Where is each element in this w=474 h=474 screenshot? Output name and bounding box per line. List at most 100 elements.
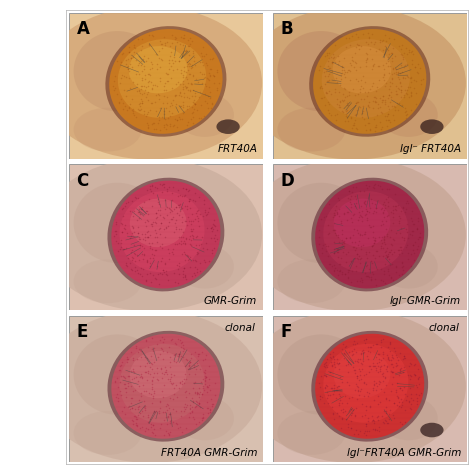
Point bbox=[183, 356, 191, 364]
Point bbox=[177, 237, 184, 245]
Point bbox=[346, 233, 354, 241]
Point bbox=[199, 356, 207, 364]
Point bbox=[337, 254, 345, 262]
Point bbox=[382, 407, 390, 415]
Point bbox=[367, 365, 375, 373]
Ellipse shape bbox=[277, 411, 346, 455]
Point bbox=[377, 363, 385, 370]
Point bbox=[357, 212, 365, 220]
Point bbox=[394, 73, 401, 81]
Point bbox=[388, 240, 395, 247]
Point bbox=[189, 108, 197, 116]
Point bbox=[144, 411, 152, 419]
Point bbox=[355, 356, 362, 363]
Point bbox=[194, 350, 202, 358]
Point bbox=[174, 352, 182, 360]
Point bbox=[372, 366, 380, 374]
Point bbox=[123, 354, 130, 361]
Point bbox=[330, 261, 337, 269]
Point bbox=[330, 246, 337, 253]
Point bbox=[161, 80, 168, 87]
Point bbox=[125, 74, 133, 82]
Point bbox=[354, 358, 362, 365]
Point bbox=[341, 93, 349, 100]
Point bbox=[384, 57, 392, 65]
Point bbox=[180, 184, 187, 192]
Point bbox=[326, 230, 333, 237]
Point bbox=[210, 217, 218, 224]
Point bbox=[189, 64, 196, 71]
Point bbox=[116, 362, 124, 369]
Point bbox=[382, 247, 390, 255]
Point bbox=[356, 428, 363, 435]
Point bbox=[374, 181, 382, 189]
Point bbox=[185, 413, 192, 420]
Text: lgl⁻FRT40A GMR-Grim: lgl⁻FRT40A GMR-Grim bbox=[346, 448, 461, 458]
Point bbox=[189, 217, 197, 225]
Point bbox=[380, 362, 387, 369]
Point bbox=[112, 237, 120, 245]
Point bbox=[361, 115, 368, 122]
Point bbox=[145, 227, 152, 235]
Point bbox=[330, 53, 337, 61]
Point bbox=[370, 207, 377, 215]
Point bbox=[407, 251, 414, 258]
Point bbox=[341, 239, 348, 247]
Point bbox=[140, 107, 148, 114]
Point bbox=[399, 250, 406, 257]
Point bbox=[150, 254, 157, 262]
Point bbox=[166, 358, 173, 366]
Ellipse shape bbox=[38, 6, 262, 160]
Point bbox=[160, 226, 168, 233]
Point bbox=[406, 375, 414, 383]
Point bbox=[344, 423, 352, 430]
Point bbox=[370, 97, 377, 105]
Point bbox=[205, 83, 213, 91]
Point bbox=[362, 88, 369, 95]
Point bbox=[121, 102, 128, 110]
Point bbox=[335, 205, 343, 213]
Point bbox=[128, 399, 135, 407]
Point bbox=[129, 223, 137, 231]
Point bbox=[344, 208, 351, 216]
Point bbox=[130, 254, 137, 262]
Point bbox=[173, 340, 180, 347]
Point bbox=[121, 384, 129, 392]
Point bbox=[168, 248, 175, 256]
Point bbox=[399, 386, 406, 394]
Point bbox=[336, 103, 343, 110]
Point bbox=[158, 56, 165, 64]
Point bbox=[365, 30, 372, 37]
Point bbox=[333, 79, 340, 86]
Point bbox=[177, 343, 185, 351]
Point bbox=[158, 374, 166, 382]
Point bbox=[128, 96, 136, 103]
Point bbox=[371, 419, 378, 427]
Point bbox=[142, 387, 150, 395]
Point bbox=[355, 216, 362, 224]
Point bbox=[175, 271, 183, 278]
Point bbox=[393, 401, 401, 409]
Point bbox=[181, 271, 189, 279]
Point bbox=[398, 401, 405, 409]
Point bbox=[335, 212, 343, 220]
Point bbox=[158, 240, 166, 248]
Point bbox=[334, 359, 341, 367]
Point bbox=[377, 265, 385, 273]
Point bbox=[332, 229, 339, 237]
Point bbox=[179, 80, 187, 87]
Point bbox=[181, 89, 188, 97]
Point bbox=[136, 346, 144, 354]
Point bbox=[123, 259, 130, 267]
Point bbox=[341, 407, 349, 414]
Point bbox=[330, 356, 338, 363]
Point bbox=[140, 250, 147, 258]
Point bbox=[191, 256, 199, 264]
Point bbox=[141, 406, 148, 413]
Point bbox=[373, 413, 381, 420]
Point bbox=[182, 400, 189, 408]
Point bbox=[338, 345, 346, 353]
Point bbox=[367, 275, 374, 283]
Point bbox=[384, 355, 392, 362]
Point bbox=[190, 98, 197, 106]
